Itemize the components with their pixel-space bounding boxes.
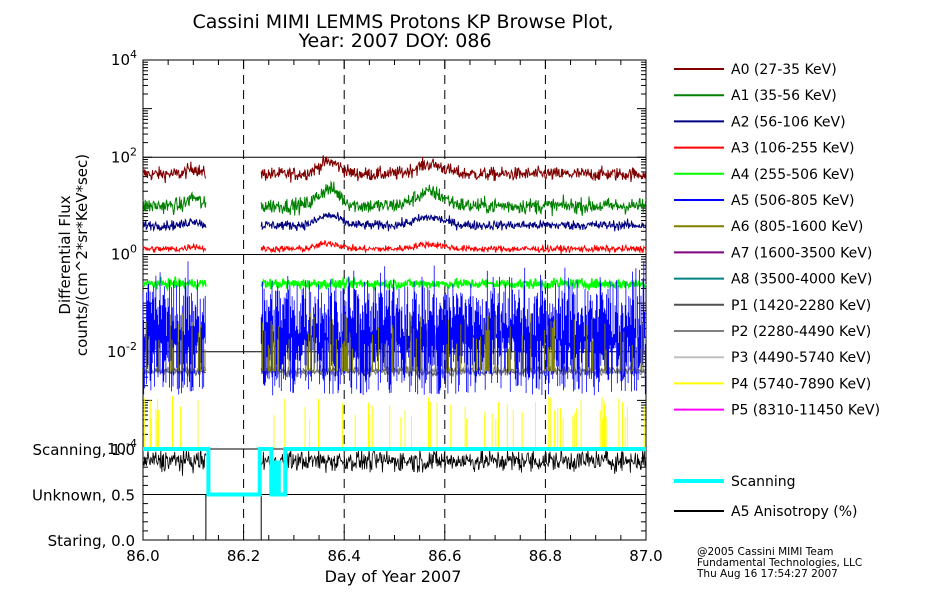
x-tick-label-4: 86.8 — [529, 547, 562, 565]
anisotropy-y-tick-label-1: Unknown, 0.5 — [32, 487, 135, 505]
legend-lower: Scanning A5 Anisotropy (%) — [674, 474, 858, 520]
legend-label-10: P2 (2280-4490 KeV) — [731, 324, 871, 340]
flux-y-tick-label-2: 100 — [111, 243, 137, 264]
legend-lower-label-0: Scanning — [731, 474, 796, 490]
series-line-0-seg0 — [142, 161, 207, 184]
legend-label-3: A3 (106-255 KeV) — [731, 141, 854, 157]
legend: A0 (27-35 KeV) A1 (35-56 KeV) A2 (56-106 K… — [674, 62, 880, 419]
chart-title: Cassini MIMI LEMMS Protons KP Browse Plo… — [192, 11, 613, 33]
legend-label-7: A7 (1600-3500 KeV) — [731, 245, 872, 261]
legend-label-1: A1 (35-56 KeV) — [731, 88, 837, 104]
series-line-0-seg1 — [260, 155, 647, 183]
series-line-4-seg1 — [260, 276, 647, 291]
x-tick-label-5: 87.0 — [629, 547, 662, 565]
series-line-3-seg1 — [260, 239, 647, 255]
flux-y-tick-label-3: 102 — [111, 145, 137, 166]
legend-label-4: A4 (255-506 KeV) — [731, 167, 854, 183]
legend-label-5: A5 (506-805 KeV) — [731, 193, 854, 209]
legend-label-6: A6 (805-1600 KeV) — [731, 219, 863, 235]
anisotropy-line-seg1 — [260, 447, 647, 475]
legend-label-8: A8 (3500-4000 KeV) — [731, 272, 872, 288]
anisotropy-y-tick-label-2: Staring, 0.0 — [48, 532, 135, 550]
x-axis-label: Day of Year 2007 — [325, 567, 462, 586]
series-line-2-seg1 — [260, 212, 647, 232]
legend-lower-label-1: A5 Anisotropy (%) — [731, 504, 858, 520]
series-line-1-seg0 — [142, 191, 207, 216]
x-tick-label-1: 86.2 — [227, 547, 260, 565]
anisotropy-panel: 86.0 86.2 86.4 86.6 86.8 87.0 Scanning, 1.0 Unk… — [32, 441, 663, 565]
x-tick-label-3: 86.6 — [428, 547, 461, 565]
legend-label-9: P1 (1420-2280 KeV) — [731, 298, 871, 314]
series-line-1-seg1 — [260, 180, 647, 217]
series-line-6 — [145, 313, 644, 372]
anisotropy-line-seg0 — [142, 448, 207, 476]
credit-line-3: Thu Aug 16 17:54:27 2007 — [696, 568, 838, 580]
anisotropy-y-tick-label-0: Scanning, 1.0 — [32, 441, 135, 459]
flux-y-tick-label-0: 10-4 — [107, 437, 137, 458]
y-axis-label-units: counts/(cm^2*sr*KeV*sec) — [73, 154, 91, 356]
legend-label-11: P3 (4490-5740 KeV) — [731, 350, 871, 366]
flux-panel: 10-4 10-2 100 102 104 — [107, 48, 647, 458]
legend-label-2: A2 (56-106 KeV) — [731, 114, 846, 130]
flux-y-tick-label-4: 104 — [111, 48, 137, 69]
flux-y-tick-label-1: 10-2 — [107, 340, 137, 361]
series-line-3-seg0 — [142, 243, 207, 254]
x-tick-label-2: 86.4 — [327, 547, 360, 565]
x-tick-label-0: 86.0 — [126, 547, 159, 565]
series-line-12 — [143, 396, 645, 448]
credit-line-2: Fundamental Technologies, LLC — [697, 557, 862, 569]
credit-line-1: @2005 Cassini MIMI Team — [697, 546, 834, 558]
legend-label-0: A0 (27-35 KeV) — [731, 62, 837, 78]
legend-label-13: P5 (8310-11450 KeV) — [731, 403, 880, 419]
scanning-line — [143, 447, 646, 497]
chart-subtitle: Year: 2007 DOY: 086 — [297, 30, 491, 52]
series-line-2-seg0 — [142, 218, 207, 233]
legend-label-12: P4 (5740-7890 KeV) — [731, 376, 871, 392]
y-axis-label: Differential Flux — [56, 195, 74, 314]
series-line-10-seg0 — [142, 364, 207, 376]
series-line-4-seg0 — [142, 276, 207, 292]
